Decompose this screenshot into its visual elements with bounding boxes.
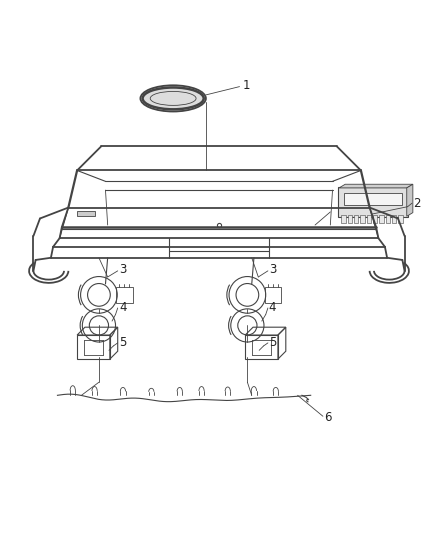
FancyBboxPatch shape	[379, 215, 384, 223]
Text: 1: 1	[243, 79, 251, 92]
Text: 5: 5	[269, 336, 276, 350]
FancyBboxPatch shape	[344, 193, 402, 205]
Polygon shape	[339, 184, 413, 188]
Text: 3: 3	[120, 263, 127, 277]
FancyBboxPatch shape	[354, 215, 358, 223]
FancyBboxPatch shape	[360, 215, 365, 223]
FancyBboxPatch shape	[341, 215, 346, 223]
FancyBboxPatch shape	[77, 211, 95, 216]
Text: 4: 4	[269, 302, 276, 314]
Text: 3: 3	[269, 263, 276, 277]
FancyBboxPatch shape	[385, 215, 390, 223]
FancyBboxPatch shape	[373, 215, 378, 223]
FancyBboxPatch shape	[348, 215, 352, 223]
Polygon shape	[407, 184, 413, 216]
FancyBboxPatch shape	[392, 215, 396, 223]
Ellipse shape	[141, 85, 206, 111]
Text: 6: 6	[324, 410, 331, 424]
FancyBboxPatch shape	[398, 215, 403, 223]
Text: 2: 2	[413, 197, 421, 209]
FancyBboxPatch shape	[367, 215, 371, 223]
Text: 4: 4	[120, 302, 127, 314]
FancyBboxPatch shape	[338, 187, 408, 217]
Text: 5: 5	[120, 336, 127, 350]
